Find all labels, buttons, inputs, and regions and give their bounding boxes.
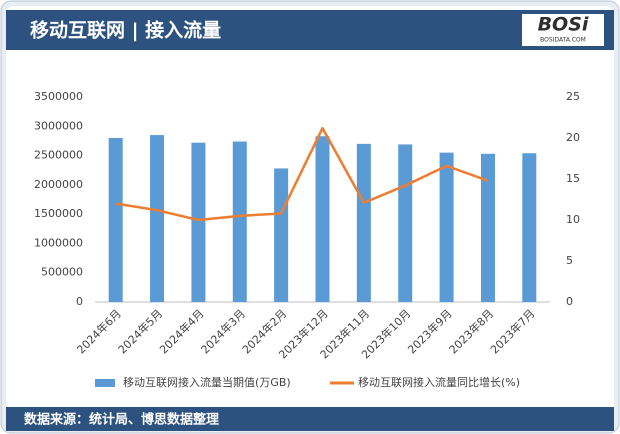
y2-tick-label: 5 (566, 254, 573, 267)
bar (356, 143, 371, 302)
legend-label: 移动互联网接入流量同比增长(%) (358, 375, 520, 389)
bar (150, 135, 165, 302)
legend-label: 移动互联网接入流量当期值(万GB) (123, 375, 291, 389)
line (115, 126, 489, 222)
y-tick-label: 3000000 (34, 119, 83, 132)
y-tick-label: 0 (76, 295, 83, 308)
logo-name: BOSi (538, 14, 589, 36)
bar (108, 138, 123, 302)
logo-box (522, 14, 604, 46)
bar (191, 142, 206, 302)
y2-tick-label: 10 (566, 213, 580, 226)
y2-tick-label: 15 (566, 172, 580, 185)
footer-bar (6, 407, 614, 431)
y-tick-label: 500000 (41, 266, 83, 279)
y2-tick-label: 0 (566, 295, 573, 308)
y2-tick-label: 25 (566, 90, 580, 103)
chart-title: 移动互联网 | 接入流量 (30, 19, 221, 42)
bar (315, 136, 330, 302)
legend-swatch (95, 379, 115, 387)
bar (480, 153, 495, 302)
bar (232, 141, 247, 302)
bar (398, 144, 413, 302)
y-tick-label: 1500000 (34, 207, 83, 220)
logo-url: BOSIDATA.COM (540, 37, 586, 44)
y-tick-label: 1000000 (34, 236, 83, 249)
y-tick-label: 3500000 (34, 90, 83, 103)
y-tick-label: 2000000 (34, 178, 83, 191)
bar (274, 168, 289, 302)
bar (522, 153, 537, 302)
bar (439, 152, 454, 302)
y2-tick-label: 20 (566, 131, 580, 144)
header-bar (6, 10, 614, 50)
source: 数据来源：统计局、博思数据整理 (24, 412, 219, 428)
y-tick-label: 2500000 (34, 149, 83, 162)
panel (6, 6, 614, 428)
